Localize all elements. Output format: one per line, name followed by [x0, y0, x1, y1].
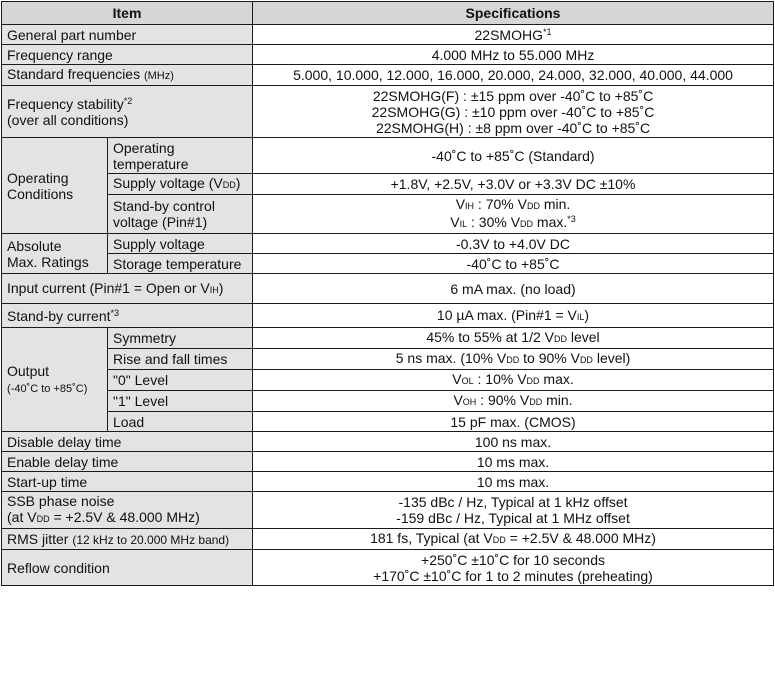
row-value-abs-supply-voltage: -0.3V to +4.0V DC	[252, 233, 775, 254]
row-label-reflow-condition: Reflow condition	[0, 549, 254, 586]
row-label-output: Output (-40˚C to +85˚C)	[1, 327, 108, 432]
row-value-input-current: 6 mA max. (no load)	[252, 273, 775, 304]
table-row: Supply voltage (VDD) +1.8V, +2.5V, +3.0V…	[2, 173, 775, 195]
table-row: Output (-40˚C to +85˚C) Symmetry 45% to 5…	[1, 327, 775, 432]
row-value-reflow-condition: +250˚C ±10˚C for 10 seconds +170˚C ±10˚C…	[252, 549, 775, 586]
sub-label-standby-control-voltage: Stand-by control voltage (Pin#1)	[106, 194, 254, 234]
row-value-rms-jitter: 181 fs, Typical (at VDD = +2.5V & 48.000…	[252, 528, 775, 550]
table-row: Stand-by current*3 10 µA max. (Pin#1 = V…	[0, 303, 775, 328]
row-label-operating-conditions: Operating Conditions	[1, 137, 108, 234]
sub-label-rise-fall-times: Rise and fall times	[106, 348, 254, 370]
row-value-standby-control-voltage: VIH : 70% VDD min. VIL : 30% VDD max.*3	[252, 194, 775, 234]
row-value-enable-delay: 10 ms max.	[252, 451, 775, 472]
row-label-input-current: Input current (Pin#1 = Open or VIH)	[0, 273, 254, 304]
row-value-load: 15 pF max. (CMOS)	[252, 411, 775, 432]
table-row: Reflow condition +250˚C ±10˚C for 10 sec…	[0, 549, 775, 586]
sub-label-level-1: "1" Level	[106, 390, 254, 412]
table-row: Frequency stability*2 (over all condition…	[0, 85, 775, 138]
sub-label-load: Load	[106, 411, 254, 432]
row-label-startup-time: Start-up time	[0, 471, 254, 492]
sub-label-storage-temperature: Storage temperature	[106, 253, 254, 274]
row-value-frequency-range: 4.000 MHz to 55.000 MHz	[252, 44, 775, 65]
table-row: Operating Conditions Operating temperature…	[1, 137, 775, 234]
row-value-startup-time: 10 ms max.	[252, 471, 775, 492]
table-row: Stand-by control voltage (Pin#1) VIH : 70…	[2, 194, 775, 234]
sub-label-operating-temperature: Operating temperature	[106, 137, 254, 174]
sub-label-level-0: "0" Level	[106, 369, 254, 391]
header-row: Item Specifications	[0, 1, 775, 25]
table-row: Load 15 pF max. (CMOS)	[2, 411, 775, 432]
row-value-frequency-stability: 22SMOHG(F) : ±15 ppm over -40˚C to +85˚C…	[252, 85, 775, 138]
table-row: Start-up time 10 ms max.	[0, 471, 775, 492]
header-item: Item	[0, 1, 254, 25]
row-label-frequency-stability: Frequency stability*2 (over all condition…	[0, 85, 254, 138]
row-label-disable-delay: Disable delay time	[0, 431, 254, 452]
table-row: Disable delay time 100 ns max.	[0, 431, 775, 452]
table-row: Enable delay time 10 ms max.	[0, 451, 775, 472]
table-row: Input current (Pin#1 = Open or VIH) 6 mA…	[0, 273, 775, 304]
table-row: Rise and fall times 5 ns max. (10% VDD t…	[2, 348, 775, 370]
row-value-operating-temperature: -40˚C to +85˚C (Standard)	[252, 137, 775, 174]
sub-label-supply-voltage: Supply voltage (VDD)	[106, 173, 254, 195]
row-value-general-part-number: 22SMOHG*1	[252, 24, 775, 45]
row-label-standard-frequencies: Standard frequencies (MHz)	[0, 64, 254, 86]
row-value-standard-frequencies: 5.000, 10.000, 12.000, 16.000, 20.000, 2…	[252, 64, 775, 86]
table-row: "0" Level VOL : 10% VDD max.	[2, 369, 775, 391]
table-row: SSB phase noise (at VDD = +2.5V & 48.000 …	[0, 491, 775, 529]
table-row: Absolute Max. Ratings Supply voltage -0.3…	[1, 233, 775, 274]
row-value-level-0: VOL : 10% VDD max.	[252, 369, 775, 391]
row-label-enable-delay: Enable delay time	[0, 451, 254, 472]
row-value-supply-voltage: +1.8V, +2.5V, +3.0V or +3.3V DC ±10%	[252, 173, 775, 195]
row-label-general-part-number: General part number	[0, 24, 254, 45]
table-row: Storage temperature -40˚C to +85˚C	[2, 253, 775, 274]
row-label-standby-current: Stand-by current*3	[0, 303, 254, 328]
header-specifications: Specifications	[252, 1, 775, 25]
row-label-absolute-max-ratings: Absolute Max. Ratings	[1, 233, 108, 274]
row-label-frequency-range: Frequency range	[0, 44, 254, 65]
row-label-ssb-phase-noise: SSB phase noise (at VDD = +2.5V & 48.000 …	[0, 491, 254, 529]
row-label-rms-jitter: RMS jitter (12 kHz to 20.000 MHz band)	[0, 528, 254, 550]
row-value-rise-fall-times: 5 ns max. (10% VDD to 90% VDD level)	[252, 348, 775, 370]
row-value-ssb-phase-noise: -135 dBc / Hz, Typical at 1 kHz offset -…	[252, 491, 775, 529]
row-value-disable-delay: 100 ns max.	[252, 431, 775, 452]
sub-label-abs-supply-voltage: Supply voltage	[106, 233, 254, 254]
row-value-storage-temperature: -40˚C to +85˚C	[252, 253, 775, 274]
row-value-level-1: VOH : 90% VDD min.	[252, 390, 775, 412]
row-value-symmetry: 45% to 55% at 1/2 VDD level	[252, 327, 775, 349]
row-value-standby-current: 10 µA max. (Pin#1 = VIL)	[252, 303, 775, 328]
table-row: "1" Level VOH : 90% VDD min.	[2, 390, 775, 412]
table-row: General part number 22SMOHG*1	[0, 24, 775, 45]
table-row: Standard frequencies (MHz) 5.000, 10.000…	[0, 64, 775, 86]
specifications-table: Item Specifications General part number …	[0, 1, 775, 586]
table-row: RMS jitter (12 kHz to 20.000 MHz band) 1…	[0, 528, 775, 550]
sub-label-symmetry: Symmetry	[106, 327, 254, 349]
table-row: Frequency range 4.000 MHz to 55.000 MHz	[0, 44, 775, 65]
